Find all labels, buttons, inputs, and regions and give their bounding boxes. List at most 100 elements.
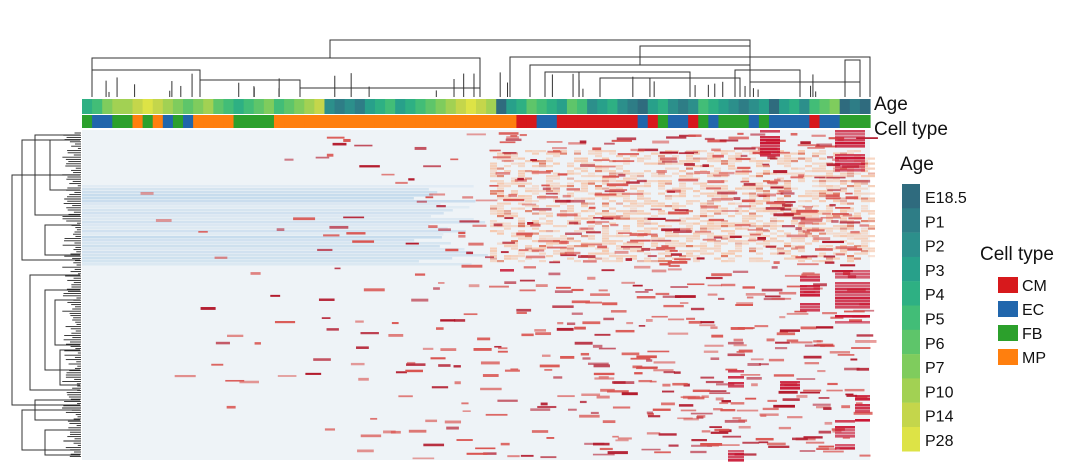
celltype-cell — [738, 115, 750, 128]
heatmap-cell — [518, 222, 525, 225]
heatmap-cell — [574, 230, 581, 233]
age-legend-swatch — [902, 329, 920, 355]
heatmap-cell — [751, 383, 758, 387]
heatmap-cell — [777, 230, 784, 233]
heatmap-cell — [742, 215, 749, 218]
heatmap-cell — [567, 205, 574, 208]
heatmap-cell — [623, 217, 630, 220]
heatmap-cell — [497, 175, 504, 178]
heatmap-cell — [581, 185, 588, 188]
heatmap-cell — [539, 252, 546, 255]
celltype-cell — [273, 115, 285, 128]
heatmap-cell — [854, 245, 861, 248]
heatmap-cell — [840, 200, 847, 203]
heatmap-cell — [315, 156, 330, 159]
heatmap-cell — [504, 255, 511, 258]
heatmap-band — [82, 230, 466, 233]
heatmap-cell — [359, 165, 380, 168]
heatmap-cell — [580, 243, 603, 246]
heatmap-cell — [553, 252, 560, 255]
heatmap-band — [82, 212, 444, 215]
heatmap-cell — [819, 260, 826, 263]
heatmap-cell — [497, 242, 504, 245]
heatmap-cell — [637, 260, 644, 263]
heatmap-cell — [840, 217, 847, 220]
heatmap-cell — [707, 252, 714, 255]
heatmap-cell — [679, 160, 686, 163]
heatmap-cell — [707, 284, 722, 287]
heatmap-cell — [830, 316, 844, 319]
heatmap-cell — [518, 195, 525, 198]
heatmap-cell — [805, 160, 812, 163]
heatmap-cell — [784, 245, 791, 248]
heatmap-cell — [798, 260, 805, 263]
heatmap-cell — [704, 344, 724, 347]
celltype-cell — [577, 115, 588, 128]
heatmap-cell — [763, 170, 770, 173]
heatmap-cell — [546, 237, 553, 240]
heatmap-cell — [438, 282, 445, 284]
age-cell — [738, 99, 750, 114]
heatmap-cell — [637, 250, 644, 253]
heatmap-cell — [623, 200, 630, 203]
heatmap-cell — [497, 205, 504, 208]
heatmap-cell — [649, 380, 657, 383]
heatmap-cell — [738, 419, 748, 422]
heatmap-cell — [833, 177, 840, 180]
heatmap-cell — [707, 152, 714, 155]
heatmap-cell — [602, 212, 609, 215]
celltype-cell — [809, 115, 821, 128]
heatmap-cell — [440, 348, 457, 351]
heatmap-cell — [630, 172, 637, 175]
heatmap-cell — [868, 197, 875, 200]
celltype-cell — [364, 115, 376, 128]
heatmap-cell — [574, 180, 581, 183]
heatmap-cell — [728, 260, 735, 263]
heatmap-cell — [802, 205, 814, 208]
heatmap-cell — [812, 403, 831, 406]
age-cell — [577, 99, 588, 114]
heatmap-cell — [718, 297, 725, 300]
heatmap-cell — [497, 350, 508, 353]
heatmap-cell — [770, 252, 777, 255]
heatmap-cell — [722, 435, 742, 438]
heatmap-cell — [602, 197, 609, 200]
heatmap-cell — [581, 160, 588, 163]
heatmap-cell — [525, 200, 532, 203]
heatmap-cell — [581, 230, 588, 233]
heatmap-cell — [425, 419, 438, 423]
heatmap-cell — [745, 397, 757, 400]
heatmap-cell — [778, 426, 792, 430]
heatmap-cell — [665, 250, 672, 253]
heatmap-cell — [535, 284, 548, 287]
heatmap-cell — [408, 178, 415, 181]
heatmap-cell — [650, 208, 662, 211]
heatmap-cell — [802, 272, 815, 275]
heatmap-cell — [553, 197, 560, 200]
heatmap-cell — [747, 239, 766, 242]
age-cell — [92, 99, 103, 114]
heatmap-cell — [735, 172, 742, 175]
heatmap-cell — [796, 209, 818, 213]
heatmap-cell — [502, 241, 515, 244]
celltype-annotation-track — [82, 115, 871, 128]
heatmap-cell — [798, 195, 805, 198]
heatmap-cell — [636, 366, 658, 370]
heatmap-cell — [588, 182, 595, 185]
heatmap-cell — [816, 447, 829, 450]
heatmap-cell — [665, 150, 672, 153]
heatmap-cell — [672, 187, 679, 190]
heatmap-cell — [707, 210, 714, 213]
heatmap-cell — [844, 367, 860, 371]
heatmap-cell — [518, 182, 525, 185]
celltype-cell — [496, 115, 507, 128]
age-cell — [718, 99, 730, 114]
heatmap-cell — [861, 192, 868, 195]
heatmap-cell — [504, 185, 511, 188]
heatmap-cell — [581, 393, 601, 396]
heatmap-cell — [527, 222, 534, 225]
heatmap-cell — [623, 197, 630, 200]
heatmap-cell — [656, 246, 676, 250]
heatmap-cell — [708, 218, 725, 222]
heatmap-cell — [574, 190, 581, 193]
